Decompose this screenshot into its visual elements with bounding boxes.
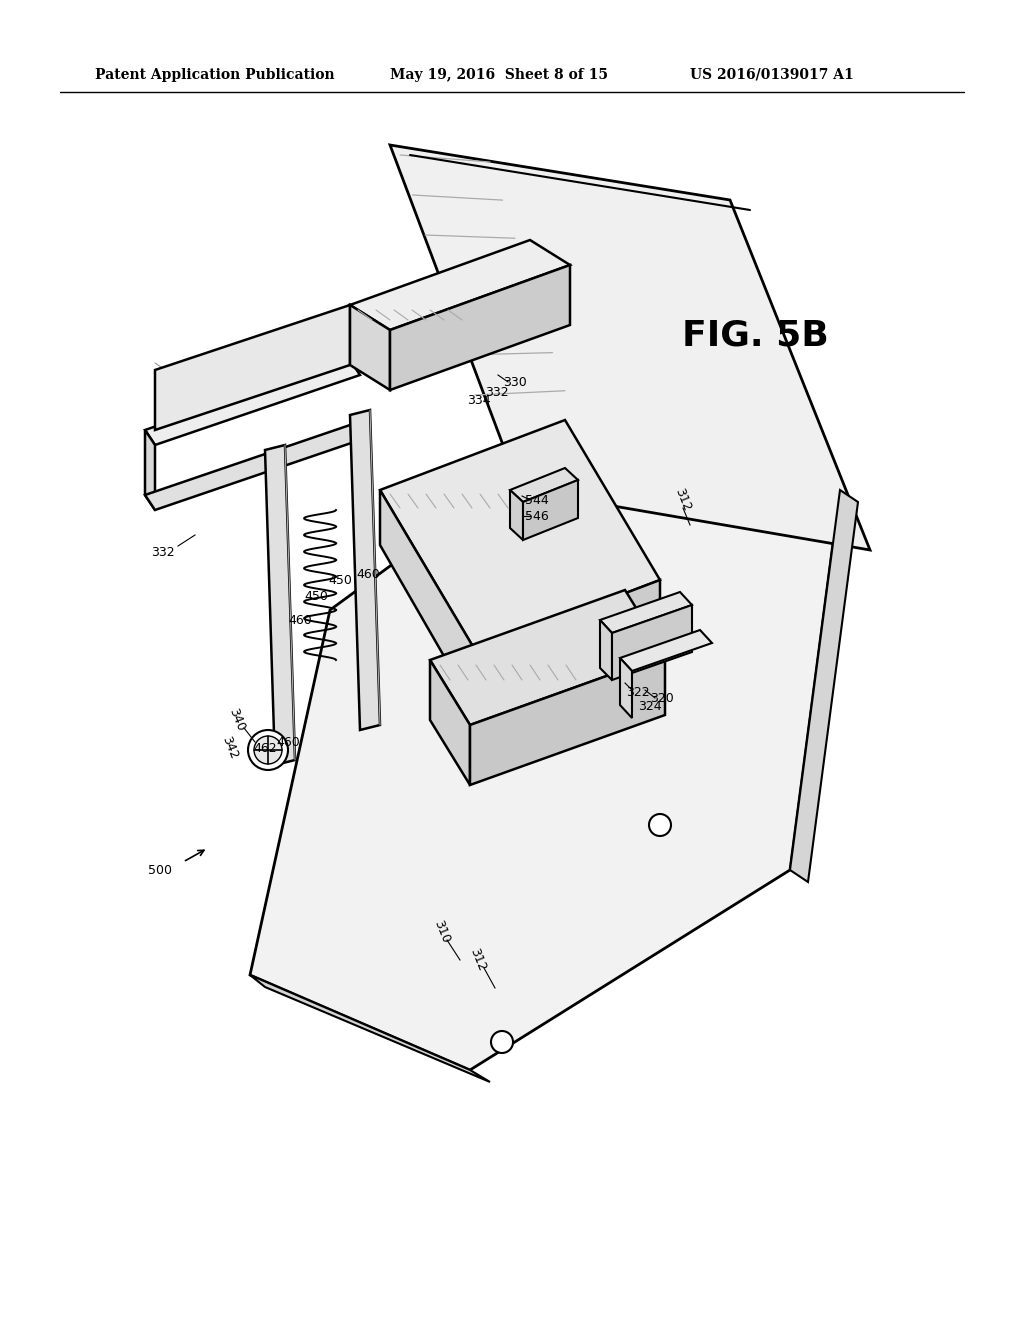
Polygon shape — [612, 605, 692, 680]
Text: 330: 330 — [503, 375, 527, 388]
Text: May 19, 2016  Sheet 8 of 15: May 19, 2016 Sheet 8 of 15 — [390, 69, 608, 82]
Polygon shape — [380, 420, 660, 649]
Text: 342: 342 — [219, 735, 241, 762]
Text: 334: 334 — [467, 393, 490, 407]
Circle shape — [248, 730, 288, 770]
Polygon shape — [523, 480, 578, 540]
Text: 460: 460 — [276, 735, 300, 748]
Text: Patent Application Publication: Patent Application Publication — [95, 69, 335, 82]
Polygon shape — [470, 655, 665, 785]
Polygon shape — [145, 425, 360, 510]
Text: 312: 312 — [673, 487, 693, 513]
Polygon shape — [155, 305, 350, 430]
Polygon shape — [430, 590, 665, 725]
Polygon shape — [145, 430, 155, 510]
Polygon shape — [265, 445, 295, 766]
Circle shape — [254, 737, 282, 764]
Polygon shape — [390, 145, 870, 550]
Polygon shape — [390, 265, 570, 389]
Text: FIG. 5B: FIG. 5B — [682, 318, 828, 352]
Text: 500: 500 — [148, 863, 172, 876]
Text: 546: 546 — [525, 510, 549, 523]
Text: 310: 310 — [431, 919, 453, 945]
Polygon shape — [510, 469, 578, 502]
Text: 450: 450 — [304, 590, 328, 602]
Polygon shape — [250, 405, 840, 1071]
Text: 312: 312 — [468, 946, 488, 973]
Polygon shape — [620, 657, 632, 718]
Polygon shape — [600, 591, 692, 634]
Text: 332: 332 — [485, 385, 509, 399]
Text: 322: 322 — [627, 686, 650, 700]
Text: 460: 460 — [356, 568, 380, 581]
Polygon shape — [620, 630, 712, 671]
Text: 340: 340 — [226, 706, 248, 734]
Polygon shape — [430, 660, 470, 785]
Text: 324: 324 — [638, 700, 662, 713]
Text: 332: 332 — [152, 545, 175, 558]
Polygon shape — [600, 620, 612, 680]
Text: US 2016/0139017 A1: US 2016/0139017 A1 — [690, 69, 854, 82]
Polygon shape — [510, 490, 523, 540]
Text: 544: 544 — [525, 494, 549, 507]
Polygon shape — [475, 579, 660, 710]
Polygon shape — [350, 305, 390, 389]
Circle shape — [649, 814, 671, 836]
Polygon shape — [790, 490, 858, 882]
Polygon shape — [380, 490, 475, 710]
Circle shape — [490, 1031, 513, 1053]
Text: 320: 320 — [650, 692, 674, 705]
Polygon shape — [350, 411, 380, 730]
Text: 462: 462 — [253, 742, 276, 755]
Polygon shape — [145, 360, 360, 445]
Polygon shape — [350, 240, 570, 330]
Text: 450: 450 — [328, 573, 352, 586]
Polygon shape — [250, 975, 490, 1082]
Text: 460: 460 — [288, 614, 312, 627]
